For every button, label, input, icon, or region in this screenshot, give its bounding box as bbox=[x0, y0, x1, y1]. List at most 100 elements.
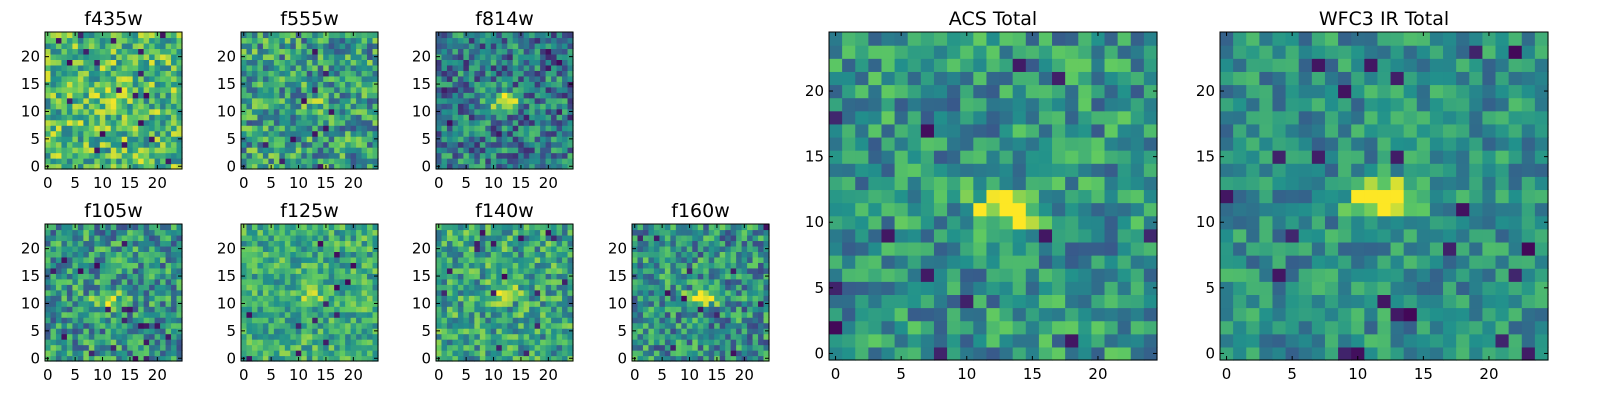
heatmap-cell bbox=[446, 229, 454, 236]
heatmap-cell bbox=[1012, 281, 1027, 295]
heatmap-cell bbox=[1130, 189, 1145, 204]
heatmap-cell bbox=[301, 42, 308, 50]
heatmap-cell bbox=[143, 256, 150, 263]
heatmap-cell bbox=[317, 240, 324, 247]
heatmap-cell bbox=[736, 350, 743, 357]
heatmap-cell bbox=[446, 328, 454, 335]
heatmap-cell bbox=[999, 202, 1014, 217]
heatmap-cell bbox=[241, 256, 248, 263]
heatmap-cell bbox=[160, 355, 167, 362]
heatmap-cell bbox=[306, 306, 313, 313]
heatmap-cell bbox=[446, 59, 454, 66]
heatmap-cell bbox=[176, 37, 183, 44]
heatmap-cell bbox=[973, 150, 988, 164]
heatmap-cell bbox=[562, 53, 569, 60]
heatmap-cell bbox=[367, 130, 374, 137]
heatmap-cell bbox=[77, 114, 84, 121]
heatmap-cell bbox=[741, 234, 748, 242]
heatmap-cell bbox=[441, 229, 448, 236]
heatmap-cell bbox=[485, 163, 492, 170]
heatmap-cell bbox=[328, 256, 335, 263]
heatmap-cell bbox=[317, 284, 324, 291]
heatmap-cell bbox=[567, 119, 574, 126]
heatmap-cell bbox=[973, 255, 988, 269]
heatmap-cell bbox=[529, 256, 536, 263]
y-tick-label: 20 bbox=[608, 240, 627, 258]
heatmap-cell bbox=[474, 42, 481, 50]
heatmap-cell bbox=[301, 317, 308, 324]
heatmap-cell bbox=[496, 136, 503, 143]
heatmap-cell bbox=[894, 150, 909, 164]
heatmap-cell bbox=[361, 339, 368, 346]
heatmap-cell bbox=[529, 158, 536, 165]
heatmap-cell bbox=[659, 289, 666, 296]
heatmap-cell bbox=[334, 251, 341, 258]
heatmap-cell bbox=[686, 273, 693, 280]
heatmap-cell bbox=[165, 256, 172, 263]
heatmap-cell bbox=[66, 81, 73, 88]
heatmap-cell bbox=[295, 48, 302, 55]
heatmap-cell bbox=[653, 300, 660, 307]
heatmap-cell bbox=[295, 333, 302, 340]
heatmap-cell bbox=[149, 70, 156, 77]
heatmap-cell bbox=[268, 42, 275, 50]
heatmap-cell bbox=[88, 81, 95, 88]
heatmap-cell bbox=[323, 350, 330, 357]
heatmap-cell bbox=[372, 350, 379, 357]
heatmap-cell bbox=[312, 311, 319, 318]
heatmap-cell bbox=[540, 284, 547, 291]
heatmap-cell bbox=[562, 295, 569, 302]
heatmap-cell bbox=[323, 322, 330, 329]
heatmap-cell bbox=[345, 42, 352, 50]
heatmap-cell bbox=[1143, 281, 1158, 295]
heatmap-cell bbox=[105, 125, 112, 132]
heatmap-cell bbox=[295, 339, 302, 346]
heatmap-cell bbox=[842, 150, 856, 164]
heatmap-cell bbox=[512, 119, 519, 126]
heatmap-cell bbox=[88, 152, 95, 159]
heatmap-cell bbox=[83, 141, 90, 148]
heatmap-cell bbox=[138, 114, 145, 121]
heatmap-cell bbox=[441, 295, 448, 302]
heatmap-cell bbox=[160, 108, 167, 115]
heatmap-cell bbox=[490, 42, 497, 50]
heatmap-cell bbox=[83, 251, 90, 258]
heatmap-cell bbox=[463, 344, 470, 351]
heatmap-cell bbox=[45, 119, 52, 126]
heatmap-cell bbox=[154, 322, 161, 329]
heatmap-cell bbox=[116, 289, 123, 296]
heatmap-cell bbox=[752, 234, 759, 242]
heatmap-cell bbox=[457, 152, 464, 159]
heatmap-cell bbox=[149, 92, 156, 99]
heatmap-cell bbox=[99, 114, 106, 121]
heatmap-cell bbox=[758, 355, 765, 362]
heatmap-cell bbox=[105, 256, 112, 263]
heatmap-cell bbox=[241, 333, 248, 340]
heatmap-cell bbox=[692, 234, 699, 242]
y-tick-label: 20 bbox=[217, 48, 236, 66]
heatmap-cell bbox=[653, 328, 660, 335]
heatmap-cell bbox=[485, 86, 492, 93]
heatmap-cell bbox=[920, 163, 935, 177]
heatmap-cell bbox=[540, 136, 547, 143]
heatmap-cell bbox=[507, 53, 514, 60]
heatmap-cell bbox=[66, 251, 73, 258]
heatmap-cell bbox=[361, 240, 368, 247]
heatmap-cell bbox=[138, 278, 145, 285]
heatmap-cell bbox=[176, 119, 183, 126]
heatmap-cell bbox=[317, 333, 324, 340]
heatmap-cell bbox=[105, 322, 112, 329]
heatmap-cell bbox=[496, 32, 503, 39]
heatmap-cell bbox=[83, 114, 90, 121]
heatmap-cell bbox=[741, 328, 748, 335]
heatmap-cell bbox=[1038, 215, 1053, 230]
heatmap-cell bbox=[468, 97, 475, 104]
heatmap-cell bbox=[474, 339, 481, 346]
heatmap-cell bbox=[284, 81, 291, 88]
heatmap-cell bbox=[160, 256, 167, 263]
heatmap-cell bbox=[138, 158, 145, 165]
heatmap-cell bbox=[367, 75, 374, 82]
heatmap-cell bbox=[741, 273, 748, 280]
heatmap-cell bbox=[105, 75, 112, 82]
heatmap-cell bbox=[306, 86, 313, 93]
